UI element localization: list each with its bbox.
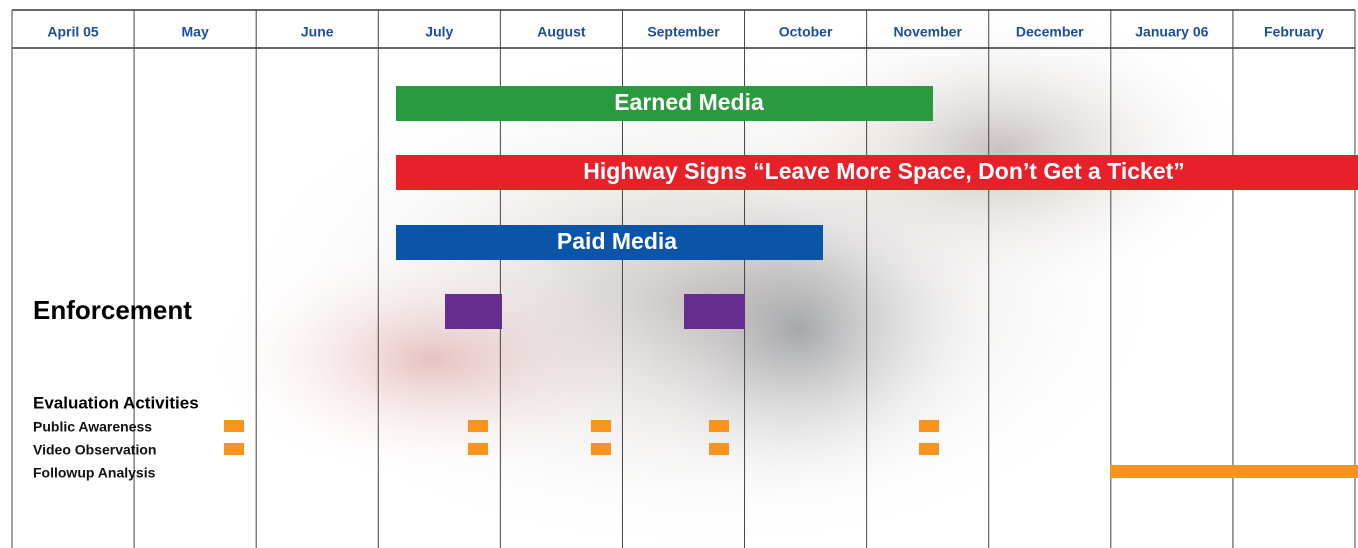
month-label: February [1264, 24, 1324, 40]
background-photo [200, 0, 1260, 548]
month-label: October [779, 24, 833, 40]
bar-label: Paid Media [557, 228, 677, 254]
evaluation-marker [224, 443, 244, 455]
evaluation-marker [709, 420, 729, 432]
earned-media-bar [396, 86, 933, 121]
evaluation-marker [591, 420, 611, 432]
evaluation-marker [919, 443, 939, 455]
evaluation-marker [591, 443, 611, 455]
month-label: January 06 [1135, 24, 1208, 40]
month-label: September [647, 24, 720, 40]
evaluation-title: Evaluation Activities [33, 393, 199, 412]
month-header: April 05 May June July August September Octobe… [47, 24, 1324, 40]
enforcement-label: Enforcement [33, 295, 192, 325]
evaluation-marker [468, 443, 488, 455]
enforcement-block [445, 294, 502, 329]
evaluation-row: Public Awareness [33, 419, 152, 435]
evaluation-marker [919, 420, 939, 432]
evaluation-markers [224, 420, 939, 455]
evaluation-row: Followup Analysis [33, 465, 156, 481]
highway-signs-bar [396, 155, 1358, 190]
month-label: April 05 [47, 24, 99, 40]
paid-media-bar [396, 225, 823, 260]
month-label: July [425, 24, 453, 40]
enforcement-block [684, 294, 745, 329]
followup-bar [1110, 465, 1358, 478]
month-label: August [537, 24, 586, 40]
bar-label: Highway Signs “Leave More Space, Don’t G… [583, 158, 1185, 184]
month-label: December [1016, 24, 1084, 40]
evaluation-marker [468, 420, 488, 432]
month-label: May [182, 24, 209, 40]
month-label: November [893, 24, 962, 40]
evaluation-marker [224, 420, 244, 432]
month-label: June [301, 24, 334, 40]
evaluation-row: Video Observation [33, 442, 156, 458]
evaluation-marker [709, 443, 729, 455]
bar-label: Earned Media [614, 89, 764, 115]
